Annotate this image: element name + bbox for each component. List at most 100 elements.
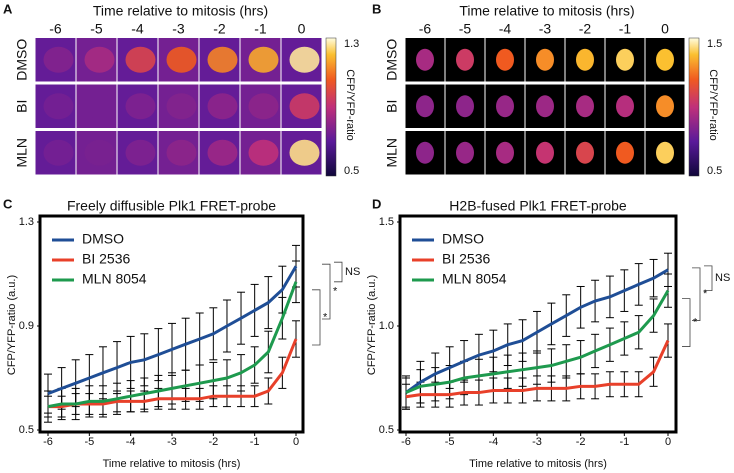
cell-nucleus <box>248 93 279 120</box>
colorbar <box>688 37 700 177</box>
plot-frame <box>398 214 678 434</box>
y-tick-label: 0.5 <box>19 424 34 436</box>
panel-letter: D <box>372 196 381 211</box>
x-tick-label: -3 <box>532 436 542 448</box>
legend-label: MLN 8054 <box>82 271 147 287</box>
x-tick-label: 0 <box>293 436 299 448</box>
cell-nucleus <box>125 93 156 120</box>
legend-label: DMSO <box>442 231 484 247</box>
legend-label: MLN 8054 <box>442 271 507 287</box>
significance-label: * <box>703 288 708 300</box>
column-label: -3 <box>172 21 185 37</box>
column-label: -6 <box>49 21 62 37</box>
y-tick-label: 0.9 <box>19 320 34 332</box>
cell-nucleus <box>416 95 434 118</box>
column-label: 0 <box>661 21 669 37</box>
cell-nucleus <box>456 141 474 164</box>
montage-title: Time relative to mitosis (hrs) <box>93 3 268 19</box>
cell-nucleus <box>616 95 634 118</box>
legend-label: BI 2536 <box>442 251 490 267</box>
row-label: BI <box>384 100 400 113</box>
x-tick-label: 0 <box>665 436 671 448</box>
cell-nucleus <box>416 141 434 164</box>
significance-bracket <box>704 265 713 292</box>
column-label: -1 <box>254 21 267 37</box>
x-tick-label: -6 <box>43 436 53 448</box>
row-label: MLN <box>14 138 30 168</box>
x-tick-label: -1 <box>619 436 629 448</box>
x-tick-label: -4 <box>126 436 136 448</box>
significance-label: NS <box>715 272 730 284</box>
cell-nucleus <box>166 46 197 73</box>
panel-letter: C <box>3 196 13 211</box>
cell-nucleus <box>656 141 674 164</box>
cell-nucleus <box>536 141 554 164</box>
y-tick-label: 1.3 <box>19 216 34 228</box>
significance-label: NS <box>345 266 360 278</box>
significance-bracket <box>692 267 701 321</box>
column-label: -4 <box>499 21 512 37</box>
significance-bracket <box>682 298 691 347</box>
column-label: -2 <box>213 21 226 37</box>
row-label: DMSO <box>14 39 30 81</box>
column-label: -5 <box>90 21 103 37</box>
chart-title: H2B-fused Plk1 FRET-probe <box>449 198 627 214</box>
series-line <box>47 265 298 396</box>
cell-nucleus <box>84 46 115 73</box>
cell-nucleus <box>248 46 279 73</box>
cell-nucleus <box>289 46 320 73</box>
colorbar-tick: 0.5 <box>344 165 359 177</box>
significance-label: * <box>323 311 328 323</box>
cell-nucleus <box>656 95 674 118</box>
panel-letter: B <box>372 1 381 16</box>
x-tick-label: -5 <box>445 436 455 448</box>
row-label: MLN <box>384 138 400 168</box>
x-tick-label: -6 <box>401 436 411 448</box>
x-tick-label: -2 <box>576 436 586 448</box>
cell-nucleus <box>576 95 594 118</box>
y-tick-label: 0.5 <box>379 424 394 436</box>
cell-nucleus <box>456 48 474 71</box>
colorbar-tick: 1.3 <box>344 38 359 50</box>
cell-nucleus <box>207 139 238 166</box>
cell-nucleus <box>496 95 514 118</box>
cell-nucleus <box>656 48 674 71</box>
column-label: -3 <box>539 21 552 37</box>
chart-title: Freely diffusible Plk1 FRET-probe <box>67 198 276 214</box>
x-tick-label: -2 <box>208 436 218 448</box>
column-label: -1 <box>619 21 632 37</box>
cell-nucleus <box>207 46 238 73</box>
column-label: -2 <box>579 21 592 37</box>
significance-label: * <box>693 317 698 329</box>
panel-letter: A <box>3 1 13 16</box>
cell-nucleus <box>289 93 320 120</box>
colorbar-tick: 0.5 <box>707 165 722 177</box>
significance-bracket <box>312 289 321 346</box>
cell-nucleus <box>496 141 514 164</box>
colorbar-label: CFP/YFP-ratio <box>344 69 356 141</box>
legend-label: DMSO <box>82 231 124 247</box>
cell-nucleus <box>616 48 634 71</box>
series-line <box>405 268 669 394</box>
cell-nucleus <box>43 46 74 73</box>
cell-nucleus <box>166 139 197 166</box>
row-label: BI <box>14 100 30 113</box>
montage-title: Time relative to mitosis (hrs) <box>459 3 634 19</box>
y-tick-label: 1.0 <box>379 320 394 332</box>
cell-nucleus <box>43 93 74 120</box>
cell-nucleus <box>125 139 156 166</box>
column-label: -6 <box>419 21 432 37</box>
significance-bracket <box>334 261 343 283</box>
cell-nucleus <box>43 139 74 166</box>
colorbar-tick: 1.5 <box>707 38 722 50</box>
cell-nucleus <box>289 139 320 166</box>
legend-label: BI 2536 <box>82 251 130 267</box>
cell-nucleus <box>125 46 156 73</box>
cell-nucleus <box>166 93 197 120</box>
x-tick-label: -5 <box>84 436 94 448</box>
y-tick-label: 1.5 <box>379 216 394 228</box>
x-tick-label: -1 <box>250 436 260 448</box>
series-line <box>47 281 298 409</box>
cell-nucleus <box>456 95 474 118</box>
